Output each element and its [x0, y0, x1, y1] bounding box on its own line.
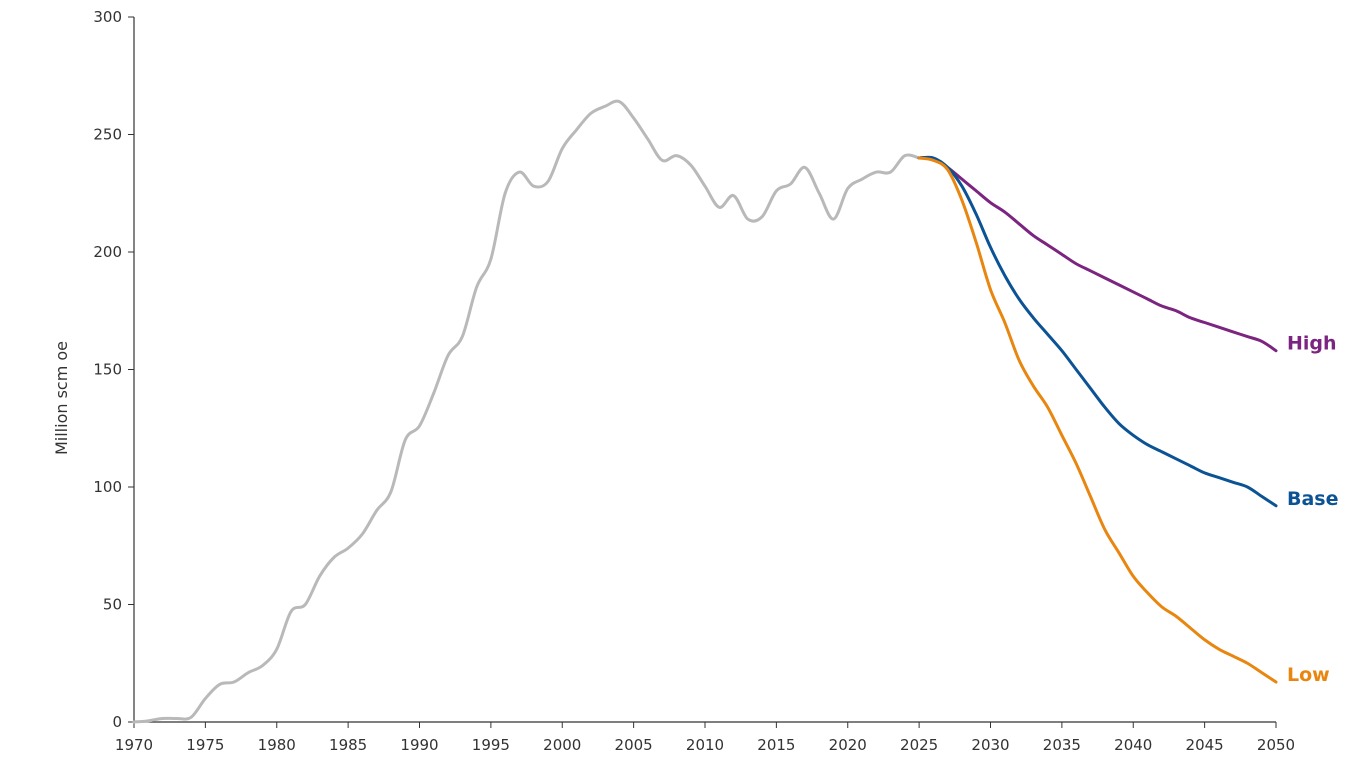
y-tick-label: 100 [93, 478, 122, 496]
x-tick-label: 2040 [1114, 736, 1152, 754]
x-tick-label: 1990 [400, 736, 438, 754]
x-tick-label: 1995 [472, 736, 510, 754]
x-tick-label: 2005 [615, 736, 653, 754]
x-tick-label: 1980 [258, 736, 296, 754]
x-tick-label: 1970 [115, 736, 153, 754]
y-tick-label: 0 [112, 713, 122, 731]
x-tick-label: 2010 [686, 736, 724, 754]
x-tick-label: 2050 [1257, 736, 1295, 754]
y-tick-label: 200 [93, 243, 122, 261]
x-tick-label: 2025 [900, 736, 938, 754]
x-tick-label: 2035 [1043, 736, 1081, 754]
series-labels: High Base Low [1287, 333, 1339, 686]
series-label-low: Low [1287, 664, 1330, 686]
x-tick-label: 1985 [329, 736, 367, 754]
y-tick-label: 300 [93, 8, 122, 26]
series-line-low [917, 156, 1278, 684]
y-tick-label: 150 [93, 361, 122, 379]
series-lines [132, 99, 1278, 724]
y-tick-label: 50 [103, 596, 122, 614]
x-tick-label: 2045 [1186, 736, 1224, 754]
x-tick-label: 2000 [543, 736, 581, 754]
y-axis: 0 50 100 150 200 250 300 [93, 8, 135, 731]
x-tick-label: 2030 [971, 736, 1009, 754]
series-line-base [917, 155, 1278, 508]
series-line-high [917, 155, 1278, 353]
y-axis-title: Million scm oe [52, 341, 71, 455]
series-label-high: High [1287, 333, 1337, 355]
x-tick-label: 2015 [757, 736, 795, 754]
series-line-historical [132, 99, 921, 724]
x-tick-label: 1975 [186, 736, 224, 754]
series-label-base: Base [1287, 488, 1339, 510]
x-tick-label: 2020 [829, 736, 867, 754]
y-tick-label: 250 [93, 126, 122, 144]
x-axis: 1970 1975 1980 1985 1990 1995 2000 2005 2010 2015… [115, 721, 1295, 754]
